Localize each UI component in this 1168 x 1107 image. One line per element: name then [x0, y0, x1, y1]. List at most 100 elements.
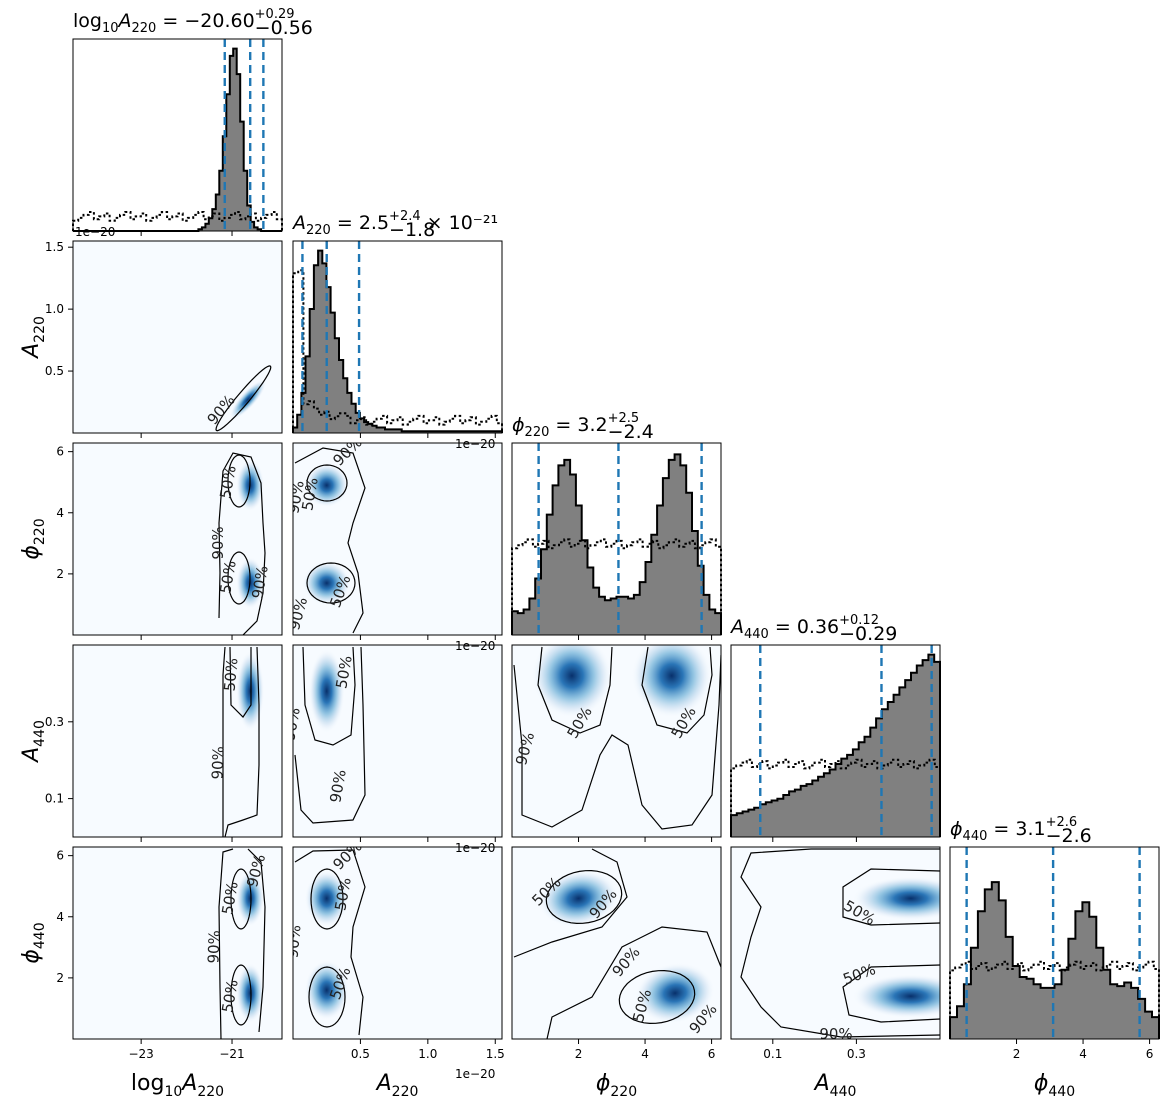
contour-line: [641, 646, 713, 734]
y-tick-label: 6: [56, 849, 64, 863]
panel-phi220-vs-A220: 50%50%90%90%90%: [292, 442, 503, 640]
contour-line: [227, 454, 251, 508]
x-tick-label: 4: [641, 1047, 649, 1061]
title-value: = 3.1: [987, 818, 1045, 840]
x-axis-label-phi220: ϕ220: [596, 1071, 637, 1100]
title-lower: −0.29: [839, 623, 897, 645]
marginal-title: ϕ220 = 3.2+2.5: [512, 411, 639, 440]
density-spot: [304, 463, 349, 508]
contour-line: [218, 848, 234, 1039]
contour-line: [229, 646, 252, 718]
y-tick-label: 4: [56, 506, 64, 520]
title-var-sub: 220: [525, 425, 550, 440]
panel-frame: [292, 846, 503, 1040]
contour-line: [224, 646, 260, 837]
density-spot: [236, 651, 265, 732]
axis-label-var: ϕ: [1034, 1071, 1049, 1096]
contour-line: [546, 926, 721, 1039]
panel-phi220-vs-log10A220: 50%50%90%90%246: [56, 442, 283, 640]
x-axis-label-A220: A220: [375, 1071, 419, 1100]
density-spot: [538, 869, 619, 927]
panel-A440-vs-phi220: 50% 50%90%: [511, 644, 722, 842]
title-var: ϕ: [950, 818, 963, 840]
panel-frame: [72, 38, 283, 232]
title-var: A: [117, 10, 132, 32]
title-var: ϕ: [512, 414, 525, 436]
panel-A220-vs-log10A220: 90%0.51.01.5: [45, 240, 283, 438]
title-lower: −1.8: [389, 219, 435, 241]
title-upper: +2.4: [389, 209, 421, 224]
axis-offset-label: 1e−20: [75, 225, 115, 239]
contour-line: [218, 452, 266, 635]
axis-label-sub: 220: [197, 1084, 224, 1100]
title-var-sub: 220: [132, 21, 157, 36]
posterior-hist-fill: [293, 250, 502, 433]
axis-label-sub: 440: [32, 922, 48, 949]
y-tick-label: 1.0: [45, 302, 64, 316]
density-spot: [229, 379, 267, 420]
axis-label-var: A: [180, 1071, 197, 1096]
panel-frame: [72, 240, 283, 434]
axis-label-sub: 220: [610, 1084, 637, 1100]
y-tick-label: 0.5: [45, 364, 64, 378]
contour-line: [740, 848, 940, 1038]
panel-frame: [730, 644, 941, 838]
panel-phi440-vs-phi220: 50%50%90%90%90%2 4 6: [511, 846, 722, 1061]
density-spot: [236, 870, 265, 927]
title-lower: −2.6: [1046, 825, 1092, 847]
title-value: = 3.2: [549, 414, 607, 436]
y-tick-label: 6: [56, 445, 64, 459]
axis-label-var: A: [375, 1071, 392, 1096]
prior-hist-line: [511, 538, 722, 635]
title-var-sub: 440: [744, 627, 769, 642]
panel-phi440-vs-A440: 50%50%90% 0.1 0.3: [730, 846, 941, 1061]
x-axis-label-log10A220: log10A220: [131, 1071, 224, 1100]
density-spot: [304, 870, 349, 927]
axis-label-sub: 220: [392, 1084, 419, 1100]
axis-label-var: A: [19, 747, 44, 764]
posterior-hist-line: [730, 653, 941, 837]
axis-label-sub: 440: [830, 1084, 857, 1100]
contour-line: [302, 646, 356, 746]
title-value: = 0.36: [769, 616, 839, 638]
axis-label-sub: 220: [32, 316, 48, 343]
contour-line: [308, 966, 346, 1028]
density-spot: [852, 974, 940, 1019]
panels-layer: log10A220 = −20.60+0.29−0.5690%0.51.01.5…: [45, 7, 1160, 1061]
marginal-title: ϕ440 = 3.1+2.6: [950, 815, 1077, 844]
contour-label: 50%: [218, 880, 242, 916]
density-spot: [308, 649, 345, 734]
axis-offset-label: 1e−20: [455, 1067, 495, 1081]
contour-line: [247, 848, 266, 1033]
contour-line: [513, 848, 628, 958]
axis-offset-label: 1e−20: [455, 639, 495, 653]
posterior-hist-line: [73, 47, 282, 232]
axis-label-sub: 220: [32, 518, 48, 545]
panel-frame: [730, 846, 941, 1040]
x-tick-label: 2: [1013, 1047, 1021, 1061]
panel-frame: [511, 846, 722, 1040]
density-spot: [304, 960, 349, 1021]
y-tick-label: 0.3: [45, 715, 64, 729]
contour-label: 90%: [280, 706, 304, 742]
contour-line: [215, 365, 272, 432]
contour-label: 90%: [209, 526, 227, 559]
x-tick-label: 0.3: [847, 1047, 866, 1061]
hist-panel-log10A220: log10A220 = −20.60+0.29−0.56: [72, 7, 313, 236]
title-var-sub: 440: [963, 829, 988, 844]
x-tick-label: 6: [1146, 1047, 1154, 1061]
y-axis-label-phi440: ϕ440: [19, 922, 48, 963]
panel-content: 50%50%90%90%: [209, 452, 272, 635]
title-upper: +0.29: [255, 7, 295, 22]
marginal-title: log10A220 = −20.60+0.29: [73, 7, 295, 36]
contour-label: 90%: [204, 930, 223, 964]
contour-line: [537, 646, 613, 734]
panel-content: 50% 90%: [208, 646, 265, 837]
contour-line: [294, 849, 366, 1036]
contour-line: [294, 646, 366, 824]
title-lower: −0.56: [255, 17, 313, 39]
panel-frame: [292, 442, 503, 636]
axis-label-var: ϕ: [19, 545, 44, 560]
hist-panel-phi440: 2 4 6 ϕ440 = 3.1+2.6−2.6: [949, 815, 1160, 1061]
